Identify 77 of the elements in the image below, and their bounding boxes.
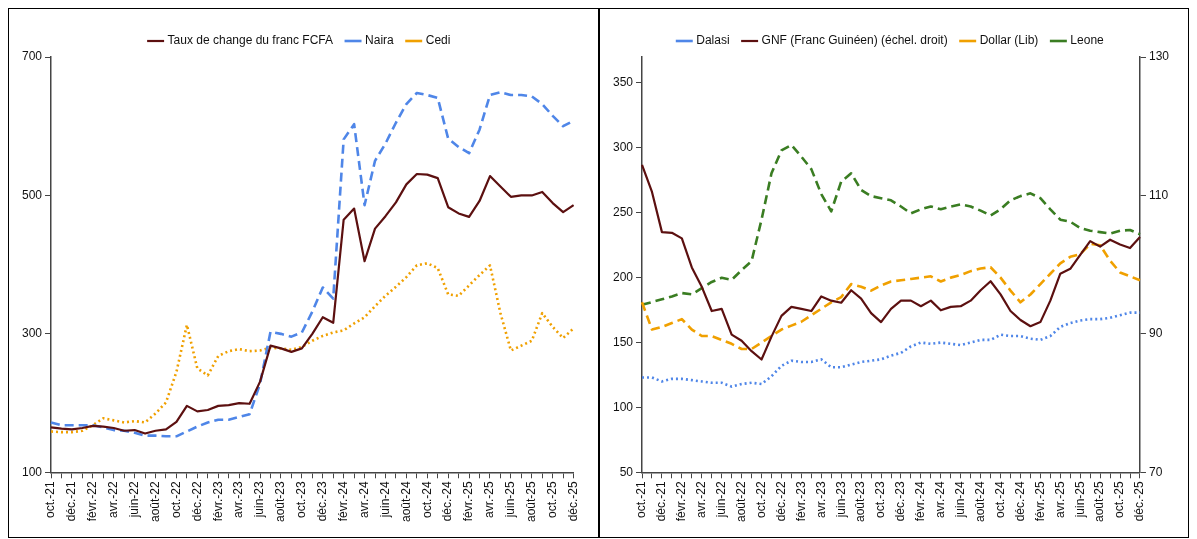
x-tick-label: août-23 — [852, 480, 867, 522]
x-tick-label: juin-23 — [252, 480, 267, 519]
x-tick-label: févr.-23 — [793, 480, 808, 522]
y-tick-label: 300 — [21, 326, 43, 341]
x-tick-label: oct.-21 — [43, 480, 58, 518]
x-tick-label: oct.-24 — [992, 480, 1007, 518]
x-tick-label: avr.-25 — [1052, 480, 1067, 518]
legend-label: Taux de change du franc FCFA — [167, 33, 334, 48]
x-tick-label: avr.-22 — [693, 480, 708, 518]
x-tick-label: juin-24 — [952, 480, 967, 519]
y-tick-label: 350 — [612, 75, 633, 90]
y-tick-label: 100 — [21, 464, 43, 479]
y2-tick-label: 110 — [1148, 187, 1168, 202]
x-tick-label: août-23 — [273, 480, 288, 522]
y-tick-label: 500 — [21, 187, 43, 202]
x-tick-label: oct.-21 — [633, 480, 648, 518]
y-tick-label: 200 — [612, 269, 633, 284]
x-tick-label: août-24 — [398, 480, 413, 522]
x-tick-label: oct.-25 — [1111, 480, 1126, 518]
x-tick-label: févr.-24 — [335, 480, 350, 522]
x-tick-label: oct.-23 — [294, 480, 309, 518]
x-tick-label: avr.-22 — [106, 480, 121, 518]
x-tick-label: avr.-23 — [231, 480, 246, 518]
x-tick-label: déc.-24 — [440, 480, 455, 522]
line-series — [49, 261, 575, 434]
x-tick-label: déc.-21 — [64, 480, 79, 522]
y-tick-label: 250 — [612, 205, 633, 220]
x-tick-label: déc.-23 — [315, 480, 330, 522]
line-series — [640, 242, 1141, 351]
y-tick-label: 300 — [612, 140, 633, 155]
legend-label: Dollar (Lib) — [979, 33, 1038, 48]
x-tick-label: juin-22 — [713, 480, 728, 519]
x-tick-label: juin-24 — [377, 480, 392, 519]
x-tick-label: juin-22 — [126, 480, 141, 519]
legend-label: Leone — [1069, 33, 1104, 48]
x-tick-label: oct.-23 — [872, 480, 887, 518]
x-tick-label: févr.-22 — [85, 480, 100, 522]
y-tick-label: 100 — [612, 399, 633, 414]
x-tick-label: août-22 — [733, 480, 748, 522]
x-tick-label: août-25 — [524, 480, 539, 522]
x-tick-label: déc.-23 — [892, 480, 907, 522]
x-tick-label: févr.-24 — [912, 480, 927, 522]
x-tick-label: déc.-21 — [653, 480, 668, 522]
x-tick-label: déc.-25 — [1131, 480, 1146, 522]
y-tick-label: 150 — [612, 334, 633, 349]
legend-label: Naira — [365, 33, 395, 48]
legend-label: GNF (Franc Guinéen) (échel. droit) — [761, 33, 948, 48]
x-tick-label: oct.-22 — [753, 480, 768, 518]
x-tick-label: déc.-25 — [565, 480, 580, 522]
x-tick-label: févr.-25 — [461, 480, 476, 522]
y2-tick-label: 90 — [1148, 326, 1163, 341]
x-tick-label: juin-23 — [833, 480, 848, 519]
x-tick-label: avr.-25 — [482, 480, 497, 518]
x-tick-label: août-24 — [972, 480, 987, 522]
y-tick-label: 700 — [21, 49, 43, 64]
y-tick-label: 50 — [619, 464, 633, 479]
y2-tick-label: 70 — [1148, 464, 1163, 479]
line-series — [640, 311, 1141, 388]
x-tick-label: déc.-24 — [1012, 480, 1027, 522]
legend-label: Cedi — [425, 33, 451, 48]
x-tick-label: août-25 — [1091, 480, 1106, 522]
x-tick-label: févr.-23 — [210, 480, 225, 522]
x-tick-label: oct.-22 — [168, 480, 183, 518]
y2-tick-label: 130 — [1148, 49, 1169, 64]
x-tick-label: févr.-22 — [673, 480, 688, 522]
legend-label: Dalasi — [695, 33, 730, 48]
x-tick-label: févr.-25 — [1032, 480, 1047, 522]
x-tick-label: déc.-22 — [773, 480, 788, 522]
x-tick-label: juin-25 — [503, 480, 518, 519]
x-tick-label: oct.-24 — [419, 480, 434, 518]
x-tick-label: avr.-23 — [813, 480, 828, 518]
x-tick-label: avr.-24 — [932, 480, 947, 518]
x-tick-label: avr.-24 — [356, 480, 371, 518]
x-tick-label: déc.-22 — [189, 480, 204, 522]
x-tick-label: août-22 — [147, 480, 162, 522]
x-tick-label: juin-25 — [1072, 480, 1087, 519]
x-tick-label: oct.-25 — [545, 480, 560, 518]
